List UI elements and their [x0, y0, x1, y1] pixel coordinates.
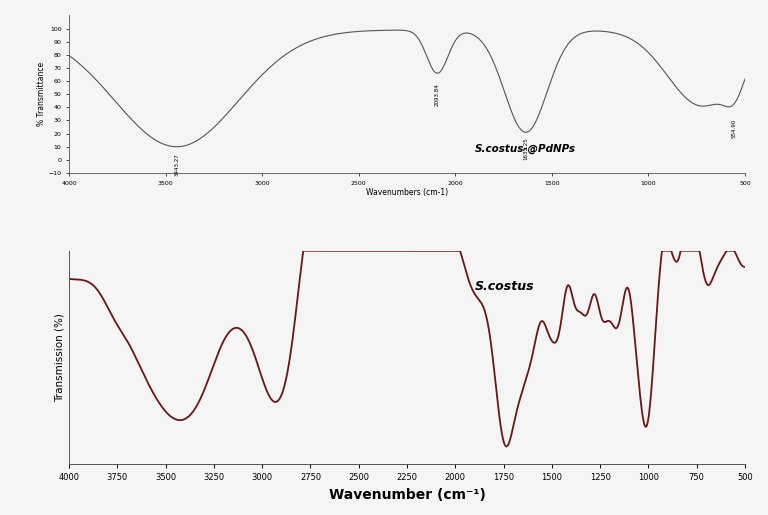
- X-axis label: Wavenumber (cm⁻¹): Wavenumber (cm⁻¹): [329, 488, 485, 503]
- Text: 554.90: 554.90: [732, 119, 737, 139]
- Text: S.costus: S.costus: [475, 280, 535, 294]
- Text: S.costus-@PdNPs: S.costus-@PdNPs: [475, 144, 576, 154]
- Y-axis label: % Transmittance: % Transmittance: [37, 62, 46, 126]
- Text: 3443.27: 3443.27: [174, 153, 179, 176]
- Text: 1635.25: 1635.25: [523, 138, 528, 160]
- Text: 2093.84: 2093.84: [435, 84, 440, 107]
- X-axis label: Wavenumbers (cm-1): Wavenumbers (cm-1): [366, 188, 448, 197]
- Y-axis label: Transmission (%): Transmission (%): [55, 313, 65, 402]
